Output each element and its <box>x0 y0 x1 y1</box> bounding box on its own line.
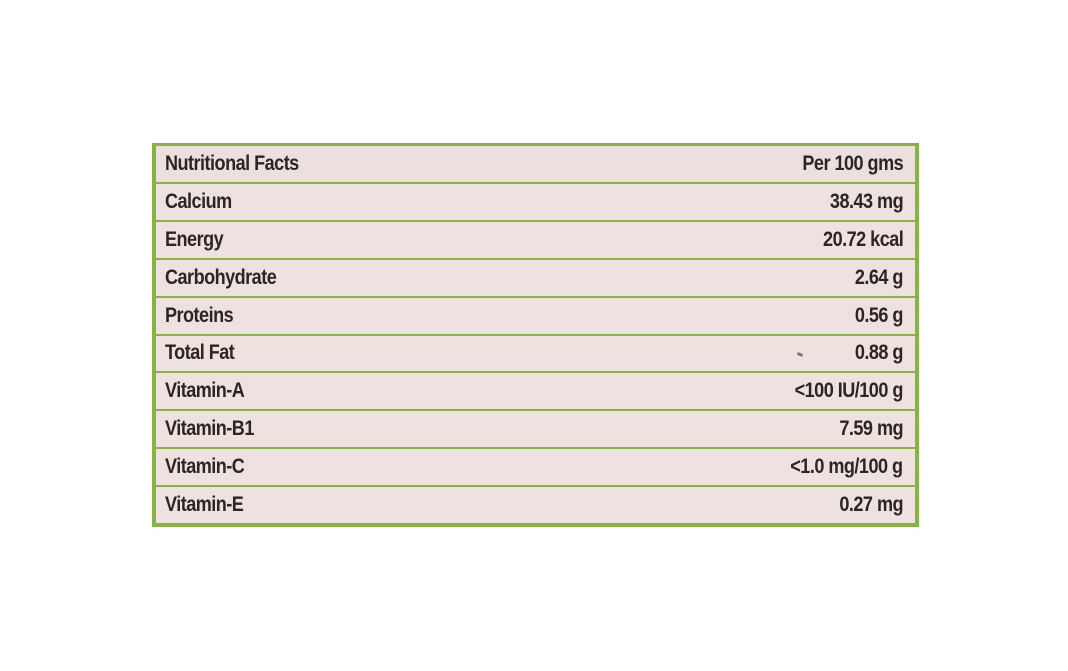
header-value: Per 100 gms <box>802 151 903 175</box>
row-label: Vitamin-A <box>165 379 245 403</box>
nutrition-facts-panel: Nutritional Facts Per 100 gms Calcium 38… <box>152 143 919 527</box>
header-label: Nutritional Facts <box>165 151 299 175</box>
row-label: Vitamin-E <box>165 493 244 517</box>
row-value: <1.0 mg/100 g <box>790 455 904 479</box>
table-row-total-fat: Total Fat 0.88 g <box>156 335 915 372</box>
row-label: Energy <box>165 227 224 251</box>
table-row-vitamin-c: Vitamin-C <1.0 mg/100 g <box>156 449 915 486</box>
row-label: Vitamin-C <box>165 455 245 479</box>
table-row-vitamin-a: Vitamin-A <100 IU/100 g <box>156 373 915 410</box>
row-value: 38.43 mg <box>829 189 904 213</box>
row-value: 2.64 g <box>854 265 904 289</box>
nutrition-facts-table: Nutritional Facts Per 100 gms Calcium 38… <box>156 146 915 524</box>
row-label: Total Fat <box>165 341 235 365</box>
table-row-energy: Energy 20.72 kcal <box>156 221 915 258</box>
row-value: 0.56 g <box>854 303 904 327</box>
table-row-vitamin-b1: Vitamin-B1 7.59 mg <box>156 411 915 448</box>
row-label: Vitamin-B1 <box>165 417 254 441</box>
table-row-vitamin-e: Vitamin-E 0.27 mg <box>156 487 915 524</box>
row-value: 7.59 mg <box>839 417 903 441</box>
row-label: Calcium <box>165 189 232 213</box>
table-row-carbohydrate: Carbohydrate 2.64 g <box>156 259 915 296</box>
row-label: Carbohydrate <box>165 265 277 289</box>
table-header-row: Nutritional Facts Per 100 gms <box>156 146 915 182</box>
row-label: Proteins <box>165 303 234 327</box>
row-value: 0.27 mg <box>839 493 903 517</box>
table-row-calcium: Calcium 38.43 mg <box>156 183 915 220</box>
table-row-proteins: Proteins 0.56 g <box>156 297 915 334</box>
row-value: 0.88 g <box>854 341 904 365</box>
row-value: 20.72 kcal <box>822 227 904 251</box>
row-value: <100 IU/100 g <box>794 379 904 403</box>
